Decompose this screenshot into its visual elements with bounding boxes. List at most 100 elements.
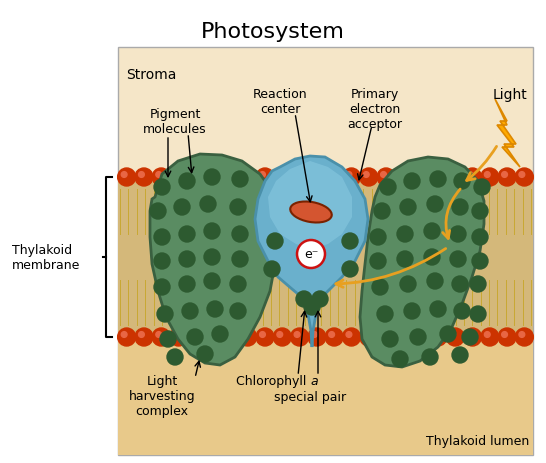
- Circle shape: [179, 251, 195, 268]
- Circle shape: [152, 328, 170, 346]
- Circle shape: [380, 180, 396, 195]
- Circle shape: [304, 300, 320, 315]
- Circle shape: [187, 169, 205, 187]
- Circle shape: [230, 200, 246, 216]
- Circle shape: [267, 233, 283, 250]
- Circle shape: [259, 172, 265, 178]
- Circle shape: [452, 276, 468, 292]
- Circle shape: [207, 332, 213, 338]
- Bar: [118, 48, 533, 455]
- Circle shape: [515, 328, 533, 346]
- Circle shape: [225, 172, 231, 178]
- Circle shape: [179, 226, 195, 243]
- Text: Thylakoid
membrane: Thylakoid membrane: [12, 244, 80, 271]
- Circle shape: [398, 332, 403, 338]
- Circle shape: [342, 233, 358, 250]
- Polygon shape: [360, 158, 484, 367]
- Circle shape: [117, 328, 135, 346]
- Text: Light: Light: [492, 88, 527, 102]
- Circle shape: [154, 253, 170, 269]
- Circle shape: [363, 172, 369, 178]
- Circle shape: [121, 332, 127, 338]
- Circle shape: [325, 169, 343, 187]
- Circle shape: [154, 180, 170, 195]
- Circle shape: [204, 274, 220, 289]
- Circle shape: [422, 349, 438, 365]
- Circle shape: [462, 329, 478, 345]
- Circle shape: [207, 172, 213, 178]
- Circle shape: [174, 200, 190, 216]
- Circle shape: [232, 251, 248, 268]
- Text: special pair: special pair: [274, 390, 346, 403]
- Circle shape: [239, 328, 257, 346]
- Polygon shape: [150, 155, 278, 365]
- Text: Light
harvesting
complex: Light harvesting complex: [129, 374, 195, 417]
- Ellipse shape: [290, 202, 332, 223]
- Circle shape: [430, 301, 446, 317]
- Circle shape: [182, 303, 198, 319]
- Circle shape: [179, 276, 195, 292]
- Circle shape: [404, 303, 420, 319]
- Circle shape: [135, 328, 153, 346]
- Circle shape: [273, 328, 291, 346]
- Circle shape: [232, 172, 248, 188]
- Circle shape: [400, 276, 416, 292]
- Circle shape: [502, 332, 507, 338]
- Circle shape: [502, 172, 507, 178]
- Circle shape: [308, 328, 326, 346]
- Circle shape: [392, 351, 408, 367]
- Circle shape: [394, 169, 412, 187]
- Text: e⁻: e⁻: [304, 248, 318, 261]
- Polygon shape: [495, 100, 520, 168]
- Circle shape: [498, 169, 516, 187]
- Text: a: a: [310, 374, 318, 387]
- Circle shape: [484, 172, 490, 178]
- Circle shape: [242, 172, 248, 178]
- Text: Chlorophyll: Chlorophyll: [236, 374, 310, 387]
- Circle shape: [370, 230, 386, 245]
- Polygon shape: [268, 162, 352, 250]
- Bar: [118, 315, 533, 455]
- Circle shape: [377, 307, 393, 322]
- Circle shape: [464, 169, 482, 187]
- Circle shape: [294, 332, 300, 338]
- Bar: [118, 178, 533, 337]
- Circle shape: [212, 326, 228, 342]
- Circle shape: [427, 197, 443, 213]
- Circle shape: [256, 328, 274, 346]
- Circle shape: [187, 329, 203, 345]
- Circle shape: [160, 332, 176, 347]
- Circle shape: [308, 169, 326, 187]
- Circle shape: [197, 346, 213, 362]
- Text: Thylakoid lumen: Thylakoid lumen: [426, 434, 529, 447]
- Circle shape: [394, 328, 412, 346]
- Circle shape: [446, 169, 464, 187]
- Circle shape: [207, 301, 223, 317]
- Circle shape: [294, 172, 300, 178]
- Circle shape: [191, 172, 196, 178]
- Circle shape: [397, 226, 413, 243]
- Circle shape: [410, 329, 426, 345]
- Circle shape: [470, 276, 486, 292]
- Circle shape: [346, 172, 352, 178]
- Circle shape: [498, 328, 516, 346]
- Circle shape: [363, 332, 369, 338]
- Circle shape: [311, 332, 317, 338]
- Circle shape: [370, 253, 386, 269]
- Circle shape: [117, 169, 135, 187]
- Circle shape: [135, 169, 153, 187]
- Circle shape: [169, 328, 187, 346]
- Circle shape: [398, 172, 403, 178]
- Circle shape: [472, 253, 488, 269]
- Circle shape: [311, 172, 317, 178]
- Circle shape: [342, 328, 360, 346]
- Circle shape: [200, 197, 216, 213]
- Circle shape: [204, 224, 220, 239]
- Circle shape: [154, 230, 170, 245]
- Circle shape: [481, 169, 498, 187]
- Circle shape: [154, 279, 170, 295]
- Circle shape: [467, 172, 473, 178]
- Circle shape: [446, 328, 464, 346]
- Circle shape: [374, 204, 390, 219]
- Circle shape: [277, 172, 283, 178]
